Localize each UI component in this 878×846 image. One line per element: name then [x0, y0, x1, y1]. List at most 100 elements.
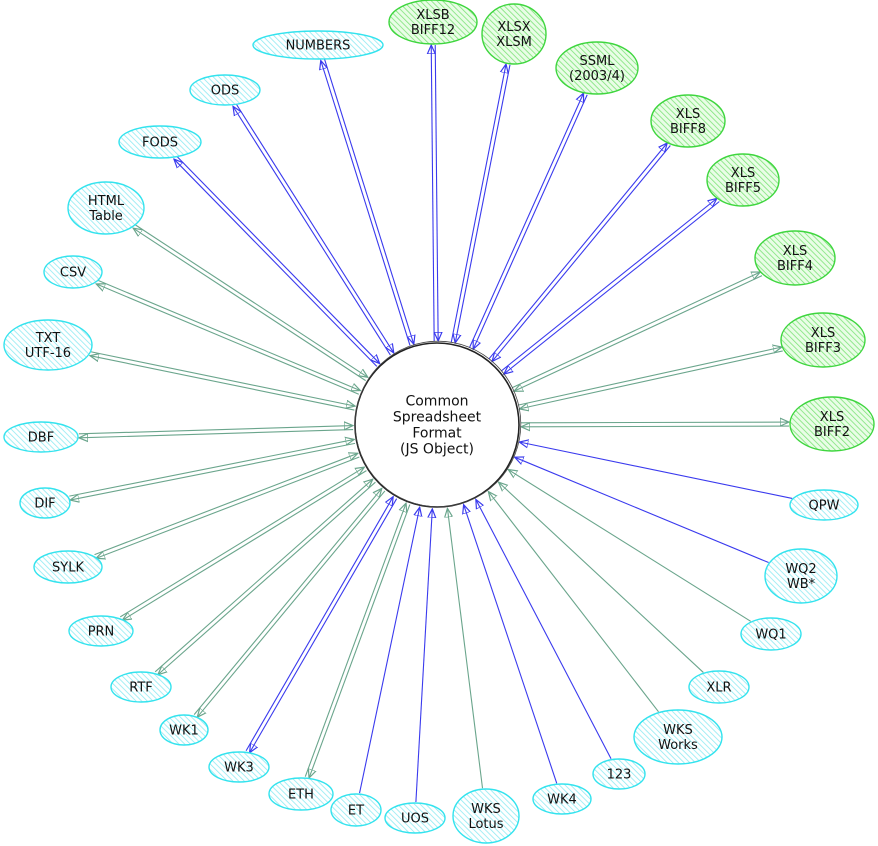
format-node-dbf[interactable]: DBF	[3, 421, 79, 453]
edge-dbf	[79, 426, 353, 438]
node-label: BIFF2	[814, 425, 850, 440]
edge-rtf	[154, 479, 376, 675]
edge-csv	[96, 279, 360, 395]
read-arrow	[447, 508, 484, 789]
format-node-ods[interactable]: ODS	[189, 74, 261, 106]
read-arrow	[235, 103, 393, 353]
node-label: XLR	[706, 681, 731, 696]
write-arrow	[431, 45, 434, 342]
read-arrow	[193, 488, 382, 715]
read-arrow	[455, 64, 511, 343]
node-label: ETH	[288, 788, 314, 803]
node-ellipse	[189, 74, 261, 106]
edge-xlsb-biff12	[431, 45, 438, 341]
node-label: Table	[88, 209, 123, 224]
node-ellipse	[330, 793, 382, 827]
node-ellipse	[43, 255, 103, 289]
node-ellipse	[754, 230, 836, 286]
node-ellipse	[789, 396, 875, 452]
node-label: TXT	[35, 331, 61, 346]
edge-xls-biff3	[519, 347, 783, 409]
node-label: CSV	[60, 266, 86, 281]
node-label: DBF	[28, 431, 54, 446]
format-node-numbers[interactable]: NUMBERS	[252, 30, 384, 60]
write-arrow	[70, 442, 356, 500]
write-arrow	[96, 284, 360, 395]
node-ellipse	[780, 312, 866, 368]
node-label: Format	[412, 426, 462, 442]
format-node-prn[interactable]: PRN	[68, 615, 134, 647]
node-ellipse	[384, 802, 446, 834]
node-label: (2003/4)	[569, 69, 625, 84]
node-ellipse	[19, 487, 71, 519]
format-node-123[interactable]: 123	[592, 758, 646, 790]
read-arrow	[488, 491, 659, 713]
read-arrow	[435, 44, 438, 341]
format-node-eth[interactable]: ETH	[268, 777, 334, 811]
node-label: 123	[607, 768, 632, 783]
edge-wk3	[245, 497, 398, 753]
node-label: PRN	[88, 625, 115, 640]
write-arrow	[174, 159, 378, 367]
format-node-wq1[interactable]: WQ1	[740, 617, 802, 651]
format-node-ssml-2003-4[interactable]: SSML(2003/4)	[555, 41, 639, 95]
read-arrow	[504, 201, 720, 374]
format-node-rtf[interactable]: RTF	[110, 671, 172, 703]
write-arrow	[500, 198, 717, 372]
node-ellipse	[118, 125, 202, 159]
format-node-xlr[interactable]: XLR	[688, 670, 750, 704]
node-label: WKS	[471, 802, 501, 817]
node-ellipse	[650, 94, 726, 148]
node-ellipse	[688, 670, 750, 704]
node-ellipse	[208, 751, 270, 783]
center-circle-sketch	[354, 340, 522, 508]
edge-fods	[174, 155, 380, 367]
node-label: SSML	[580, 54, 616, 69]
write-arrow	[450, 64, 506, 343]
edge-wk1	[193, 488, 386, 717]
edge-xlr	[499, 482, 704, 673]
read-arrow	[90, 351, 355, 406]
read-arrow	[499, 482, 704, 673]
format-node-dif[interactable]: DIF	[19, 487, 71, 519]
node-label: FODS	[142, 136, 178, 151]
format-node-qpw[interactable]: QPW	[789, 489, 859, 521]
format-node-wk3[interactable]: WK3	[208, 751, 270, 783]
edge-xls-biff8	[488, 143, 671, 362]
node-ellipse	[532, 783, 592, 815]
format-node-wk1[interactable]: WK1	[159, 714, 209, 746]
write-arrow	[197, 490, 386, 717]
format-node-et[interactable]: ET	[330, 793, 382, 827]
format-node-wk4[interactable]: WK4	[532, 783, 592, 815]
format-node-sylk[interactable]: SYLK	[33, 550, 103, 584]
node-label: Spreadsheet	[393, 410, 482, 426]
node-label: XLS	[731, 166, 755, 181]
edge-xlsx-xlsm	[450, 64, 511, 343]
format-node-csv[interactable]: CSV	[43, 255, 103, 289]
format-node-fods[interactable]: FODS	[118, 125, 202, 159]
read-arrow	[492, 145, 671, 362]
node-label: WQ2	[785, 562, 816, 577]
read-arrow	[519, 442, 793, 499]
edge-prn	[119, 467, 367, 620]
node-ellipse	[789, 489, 859, 521]
node-label: WK4	[547, 793, 577, 808]
format-node-uos[interactable]: UOS	[384, 802, 446, 834]
read-arrow	[476, 499, 612, 760]
